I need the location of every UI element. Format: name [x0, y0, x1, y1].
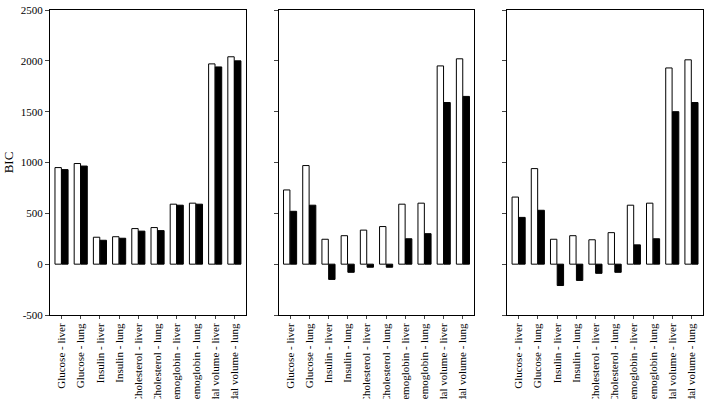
svg-text:2000: 2000 — [21, 55, 44, 67]
svg-text:Glucose - liver: Glucose - liver — [284, 323, 296, 389]
svg-text:Glucose - lung: Glucose - lung — [303, 323, 315, 388]
svg-text:Hemoglobin - liver: Hemoglobin - liver — [627, 323, 639, 399]
svg-text:Hemoglobin - liver: Hemoglobin - liver — [170, 323, 182, 399]
svg-text:2500: 2500 — [21, 4, 44, 16]
svg-text:1000: 1000 — [21, 156, 44, 168]
svg-text:Hemoglobin - liver: Hemoglobin - liver — [399, 323, 411, 399]
svg-text:500: 500 — [26, 207, 43, 219]
svg-text:Tidal volume - liver: Tidal volume - liver — [666, 323, 678, 399]
svg-text:1500: 1500 — [21, 106, 44, 118]
svg-text:0: 0 — [37, 258, 43, 270]
svg-text:Cholesterol - lung: Cholesterol - lung — [608, 323, 620, 399]
svg-text:Glucose - liver: Glucose - liver — [512, 323, 524, 389]
svg-text:BIC: BIC — [1, 152, 16, 174]
svg-text:Cholesterol - lung: Cholesterol - lung — [380, 323, 392, 399]
svg-text:Hemoglobin - lung: Hemoglobin - lung — [647, 323, 659, 399]
svg-text:Tidal volume - lung: Tidal volume - lung — [685, 323, 697, 399]
svg-text:Glucose - lung: Glucose - lung — [74, 323, 86, 388]
svg-text:Tidal volume - liver: Tidal volume - liver — [437, 323, 449, 399]
svg-text:Insulin - liver: Insulin - liver — [322, 323, 334, 383]
svg-text:Hemoglobin - lung: Hemoglobin - lung — [190, 323, 202, 399]
svg-text:Tidal volume - lung: Tidal volume - lung — [228, 323, 240, 399]
svg-text:Insulin - liver: Insulin - liver — [551, 323, 563, 383]
svg-text:Cholesterol - liver: Cholesterol - liver — [360, 323, 372, 399]
svg-text:Cholesterol - liver: Cholesterol - liver — [589, 323, 601, 399]
svg-text:Cholesterol - lung: Cholesterol - lung — [151, 323, 163, 399]
svg-text:Insulin - lung: Insulin - lung — [113, 323, 125, 383]
svg-text:Cholesterol - liver: Cholesterol - liver — [132, 323, 144, 399]
svg-text:Insulin - lung: Insulin - lung — [570, 323, 582, 383]
svg-text:-500: -500 — [23, 309, 44, 321]
svg-text:Tidal volume - lung: Tidal volume - lung — [457, 323, 469, 399]
svg-text:Tidal volume - liver: Tidal volume - liver — [209, 323, 221, 399]
svg-text:Insulin - liver: Insulin - liver — [94, 323, 106, 383]
svg-text:Hemoglobin - lung: Hemoglobin - lung — [418, 323, 430, 399]
svg-text:Glucose - liver: Glucose - liver — [55, 323, 67, 389]
svg-text:Glucose - lung: Glucose - lung — [531, 323, 543, 388]
svg-text:Insulin - lung: Insulin - lung — [341, 323, 353, 383]
